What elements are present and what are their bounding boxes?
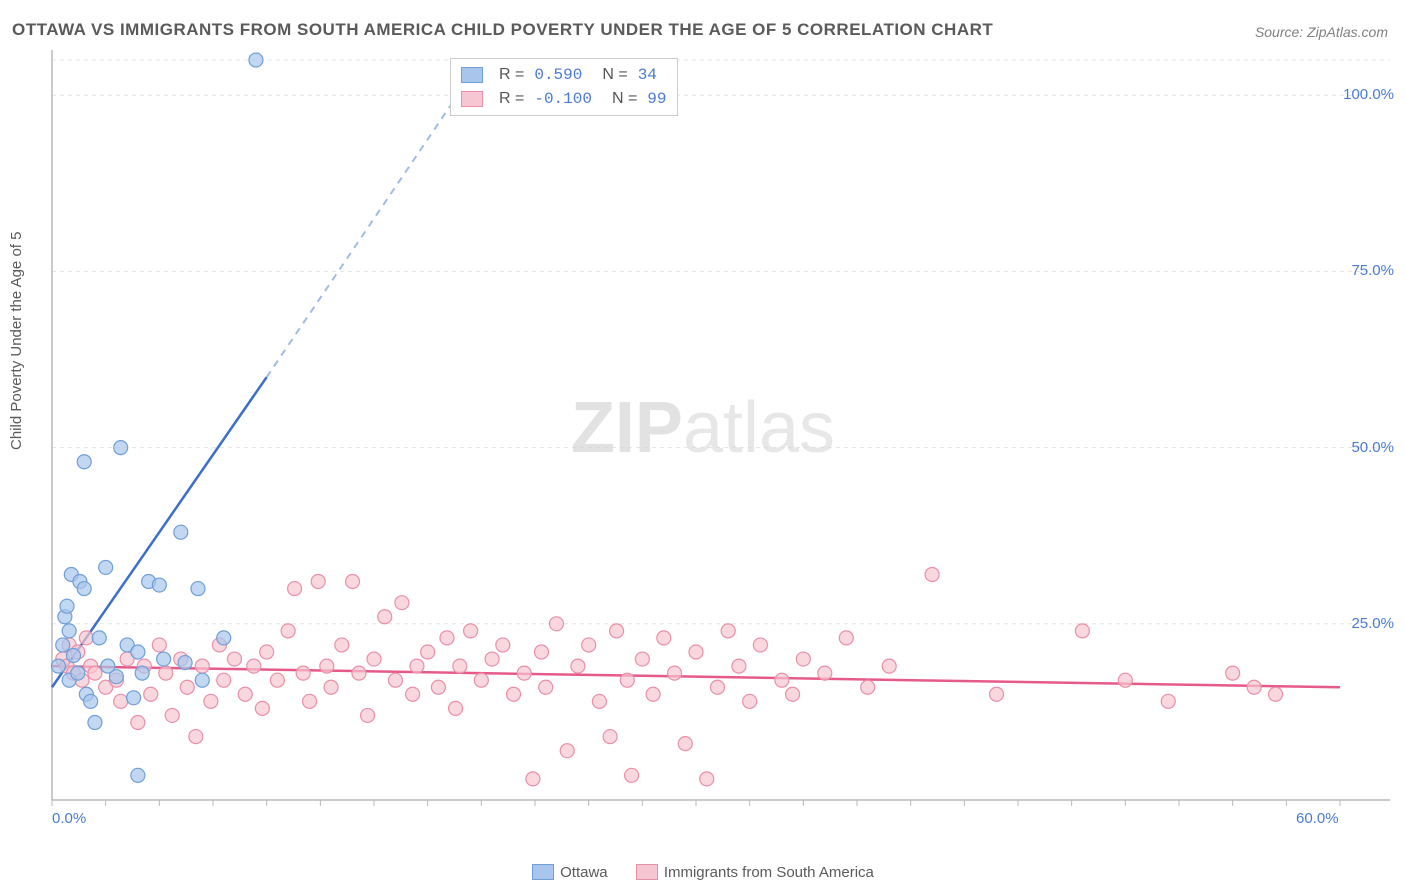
y-tick-label: 75.0% (1351, 262, 1394, 279)
stats-r-label: R = (499, 63, 524, 87)
legend-item-immigrants: Immigrants from South America (636, 864, 874, 881)
stats-r-label: R = (499, 87, 524, 111)
stats-r-value: -0.100 (534, 87, 592, 111)
stats-row: R = 0.590 N = 34 (461, 63, 667, 87)
legend-label-ottawa: Ottawa (560, 864, 608, 881)
stats-r-value: 0.590 (534, 63, 582, 87)
x-tick-label: 60.0% (1296, 810, 1339, 827)
source-label: Source: ZipAtlas.com (1255, 24, 1388, 40)
stats-n-label: N = (612, 87, 637, 111)
stats-row: R = -0.100 N = 99 (461, 87, 667, 111)
legend-swatch-immigrants (636, 864, 658, 880)
y-tick-label: 25.0% (1351, 615, 1394, 632)
x-tick-label: 0.0% (52, 810, 86, 827)
y-tick-label: 100.0% (1343, 86, 1394, 103)
chart-title: OTTAWA VS IMMIGRANTS FROM SOUTH AMERICA … (12, 20, 993, 40)
y-tick-label: 50.0% (1351, 439, 1394, 456)
legend-swatch-ottawa (532, 864, 554, 880)
stats-n-value: 99 (647, 87, 666, 111)
legend-item-ottawa: Ottawa (532, 864, 608, 881)
legend-label-immigrants: Immigrants from South America (664, 864, 874, 881)
correlation-chart: OTTAWA VS IMMIGRANTS FROM SOUTH AMERICA … (0, 0, 1406, 892)
stats-legend-box: R = 0.590 N = 34R = -0.100 N = 99 (450, 58, 678, 116)
stats-swatch (461, 67, 483, 83)
plot-area (50, 50, 1390, 840)
stats-n-label: N = (602, 63, 627, 87)
y-axis-label: Child Poverty Under the Age of 5 (8, 232, 25, 450)
stats-n-value: 34 (638, 63, 657, 87)
stats-swatch (461, 91, 483, 107)
bottom-legend: Ottawa Immigrants from South America (0, 864, 1406, 885)
